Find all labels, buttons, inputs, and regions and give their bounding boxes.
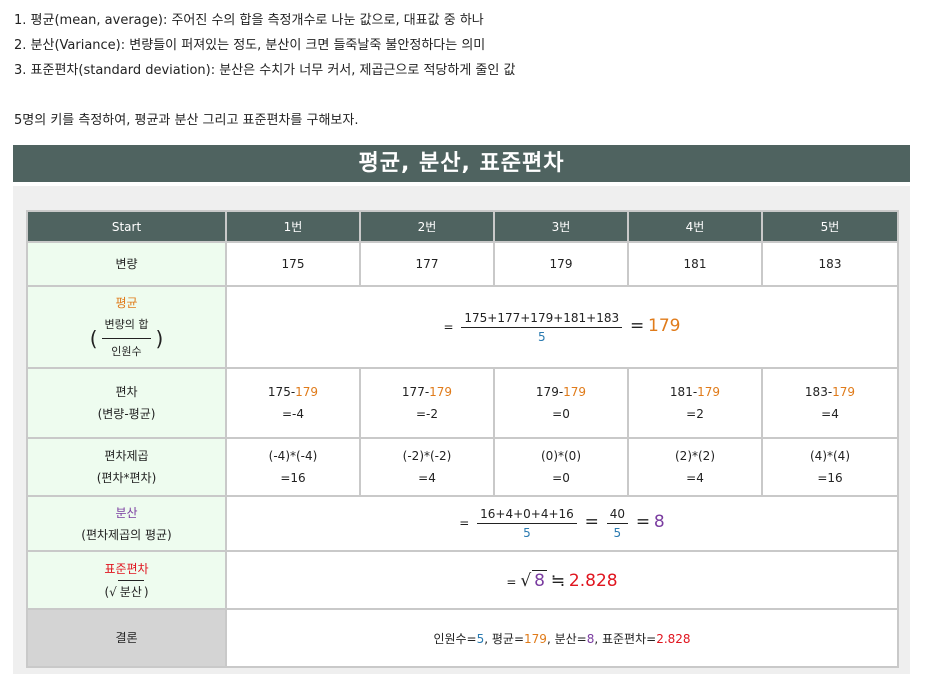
definition-variance: 2. 분산(Variance): 변량들이 퍼져있는 정도, 분산이 크면 들죽… [14, 38, 486, 53]
squared-cell: (-2)*(-2) =4 [359, 437, 495, 497]
header-person-5: 5번 [761, 210, 899, 243]
deviation-sub: (변량-평균) [97, 407, 156, 421]
squared-label: 편차제곱 [104, 449, 149, 463]
squared-cell: (-4)*(-4) =16 [225, 437, 361, 497]
header-row: Start 1번 2번 3번 4번 5번 [26, 210, 899, 243]
mean-row: 평균 (변량의 합 인원수) = 175+177+179+181+183 5 = 1… [26, 285, 899, 369]
deviation-row: 편차 (변량-평균) 175-179 =-4 177-179 =-2 179-179… [26, 367, 899, 439]
header-person-1: 1번 [225, 210, 361, 243]
conclusion-label: 결론 [26, 608, 227, 668]
deviation-cell: 183-179 =4 [761, 367, 899, 439]
definition-stddev: 3. 표준편차(standard deviation): 분산은 수치가 너무 … [14, 63, 516, 78]
title-banner: 평균, 분산, 표준편차 [13, 145, 910, 182]
mean-calculation: = 175+177+179+181+183 5 = 179 [225, 285, 899, 369]
header-person-4: 4번 [627, 210, 763, 243]
squared-cell: (4)*(4) =16 [761, 437, 899, 497]
stddev-row: 표준편차 (√ 분산) = √ 8 ≒ 2.828 [26, 550, 899, 610]
deviation-label-cell: 편차 (변량-평균) [26, 367, 227, 439]
variance-calculation: = 16+4+0+4+16 5 = 40 5 = 8 [225, 495, 899, 552]
value-cell: 179 [493, 241, 629, 287]
stddev-label-cell: 표준편차 (√ 분산) [26, 550, 227, 610]
stddev-calculation: = √ 8 ≒ 2.828 [225, 550, 899, 610]
variate-label: 변량 [26, 241, 227, 287]
value-cell: 175 [225, 241, 361, 287]
header-person-2: 2번 [359, 210, 495, 243]
problem-statement: 5명의 키를 측정하여, 평균과 분산 그리고 표준편차를 구해보자. [14, 113, 359, 128]
deviation-cell: 181-179 =2 [627, 367, 763, 439]
definition-mean: 1. 평균(mean, average): 주어진 수의 합을 측정개수로 나눈… [14, 13, 484, 28]
mean-result: 179 [648, 315, 681, 336]
stddev-result: 2.828 [568, 570, 618, 591]
squared-cell: (0)*(0) =0 [493, 437, 629, 497]
squared-cell: (2)*(2) =4 [627, 437, 763, 497]
mean-label-cell: 평균 (변량의 합 인원수) [26, 285, 227, 369]
deviation-cell: 179-179 =0 [493, 367, 629, 439]
squared-label-cell: 편차제곱 (편차*편차) [26, 437, 227, 497]
deviation-cell: 175-179 =-4 [225, 367, 361, 439]
variance-fraction-2: 40 5 [606, 507, 628, 540]
conclusion-text: 인원수=5, 평균=179, 분산=8, 표준편차=2.828 [225, 608, 899, 668]
variance-fraction: 16+4+0+4+16 5 [477, 507, 577, 540]
mean-fraction: 175+177+179+181+183 5 [461, 311, 623, 344]
stddev-label: 표준편차 [104, 561, 149, 576]
header-person-3: 3번 [493, 210, 629, 243]
squared-row: 편차제곱 (편차*편차) (-4)*(-4) =16 (-2)*(-2) =4 (0… [26, 437, 899, 497]
value-cell: 181 [627, 241, 763, 287]
deviation-label: 편차 [115, 385, 138, 399]
value-cell: 177 [359, 241, 495, 287]
value-cell: 183 [761, 241, 899, 287]
squared-sub: (편차*편차) [96, 471, 157, 485]
variate-row: 변량 175 177 179 181 183 [26, 241, 899, 287]
mean-label: 평균 [115, 295, 138, 310]
variance-label: 분산 [115, 505, 138, 520]
conclusion-row: 결론 인원수=5, 평균=179, 분산=8, 표준편차=2.828 [26, 608, 899, 668]
variance-row: 분산 (편차제곱의 평균) = 16+4+0+4+16 5 = 40 5 = 8 [26, 495, 899, 552]
intro-text: 1. 평균(mean, average): 주어진 수의 합을 측정개수로 나눈… [14, 8, 515, 133]
mean-formula-fraction: 변량의 합 인원수 [101, 314, 152, 363]
variance-label-cell: 분산 (편차제곱의 평균) [26, 495, 227, 552]
variance-result: 8 [653, 512, 665, 532]
variance-sub: (편차제곱의 평균) [81, 527, 172, 542]
deviation-cell: 177-179 =-2 [359, 367, 495, 439]
statistics-table: Start 1번 2번 3번 4번 5번 변량 175 177 179 181 … [26, 210, 899, 668]
header-start: Start [26, 210, 227, 243]
